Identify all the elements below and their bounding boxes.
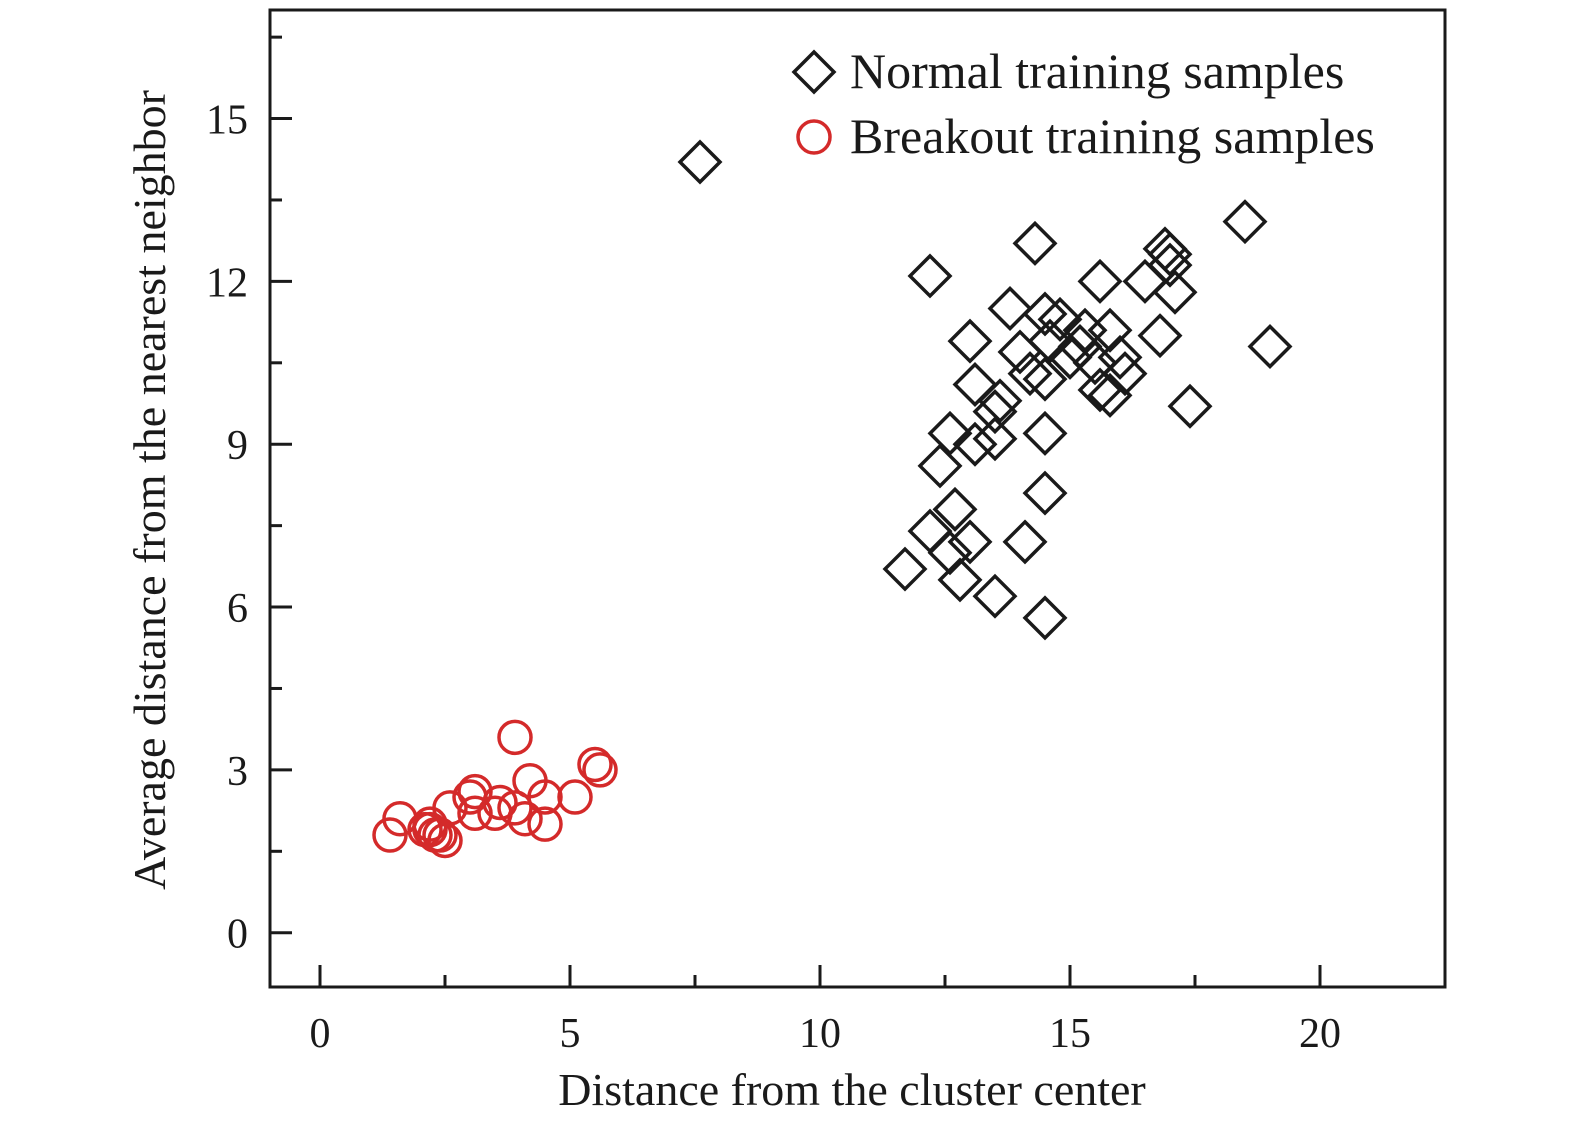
diamond-point [1037, 296, 1083, 342]
diamond-point [1122, 258, 1168, 304]
diamond-point [997, 329, 1043, 375]
diamond-point [917, 443, 963, 489]
x-tick-label: 5 [560, 1011, 581, 1057]
diamond-point [1247, 324, 1293, 369]
y-tick-label: 9 [227, 423, 248, 469]
circle-point [477, 795, 513, 832]
diamond-point [972, 573, 1018, 619]
diamond-point [1012, 220, 1058, 266]
diamond-point [1152, 269, 1198, 315]
series-breakout [372, 719, 618, 859]
diamond-point [907, 253, 953, 299]
x-axis-ticks: 0 5 10 15 20 [310, 965, 1341, 1057]
y-tick-label: 12 [206, 260, 248, 306]
circle-point [457, 795, 493, 832]
diamond-point [1002, 519, 1048, 565]
legend-circle-icon [796, 119, 832, 155]
diamond-point [1047, 334, 1093, 380]
circle-point [527, 806, 563, 842]
diamond-point [952, 421, 998, 467]
diamond-point [1167, 383, 1213, 429]
diamond-point [1007, 351, 1053, 397]
circle-point [507, 800, 543, 837]
diamond-point [1022, 410, 1068, 456]
diamond-point [1102, 351, 1148, 397]
diamond-point [952, 362, 998, 407]
y-tick-label: 3 [227, 749, 248, 795]
legend-marker-breakout [796, 119, 832, 155]
diamond-point [1022, 470, 1068, 516]
circle-point [497, 719, 533, 756]
diamond-point [1077, 367, 1123, 413]
circle-point [582, 752, 618, 788]
diamond-point [1147, 242, 1193, 288]
diamond-point [987, 286, 1033, 332]
diamond-point [927, 410, 973, 456]
diamond-point [677, 139, 723, 185]
y-tick-label: 15 [206, 98, 248, 144]
legend-diamond-icon [791, 49, 837, 95]
diamond-point [937, 557, 983, 603]
data-points [372, 139, 1293, 859]
circle-point [417, 817, 453, 853]
series-normal [677, 139, 1293, 641]
diamond-point [1072, 340, 1118, 386]
circle-point [557, 779, 593, 815]
y-axis-ticks: 0 3 6 9 12 15 [206, 35, 292, 958]
x-tick-label: 20 [1299, 1011, 1341, 1057]
diamond-point [932, 486, 978, 532]
diamond-point [1097, 334, 1143, 380]
diamond-point [947, 318, 993, 364]
diamond-point [1022, 356, 1068, 402]
diamond-point [1147, 231, 1193, 277]
circle-point [497, 790, 533, 826]
diamond-point [1087, 307, 1133, 353]
diamond-point [1022, 595, 1068, 641]
diamond-point [927, 530, 973, 576]
diamond-point [1087, 372, 1133, 418]
legend-label-normal: Normal training samples [850, 43, 1344, 99]
circle-point [577, 746, 613, 783]
x-tick-label: 15 [1049, 1011, 1091, 1057]
circle-point [372, 817, 408, 853]
legend-marker-normal [791, 49, 837, 95]
legend-label-breakout: Breakout training samples [850, 108, 1375, 164]
x-tick-label: 0 [310, 1011, 331, 1057]
circle-point [457, 773, 493, 810]
y-tick-label: 0 [227, 912, 248, 958]
legend: Normal training samples Breakout trainin… [791, 43, 1375, 164]
diamond-point [1137, 313, 1183, 359]
diamond-point [947, 519, 993, 565]
x-tick-label: 10 [799, 1011, 841, 1057]
diamond-point [1222, 199, 1268, 245]
diamond-point [977, 378, 1023, 424]
y-axis-title: Average distance from the nearest neighb… [124, 90, 175, 890]
x-axis-title: Distance from the cluster center [558, 1064, 1146, 1115]
diamond-point [1077, 258, 1123, 304]
diamond-point [972, 416, 1018, 462]
diamond-point [1022, 291, 1068, 337]
diamond-point [972, 389, 1018, 435]
plot-frame [268, 8, 1447, 989]
diamond-point [882, 546, 928, 592]
diamond-point [1027, 318, 1073, 364]
y-tick-label: 6 [227, 586, 248, 632]
